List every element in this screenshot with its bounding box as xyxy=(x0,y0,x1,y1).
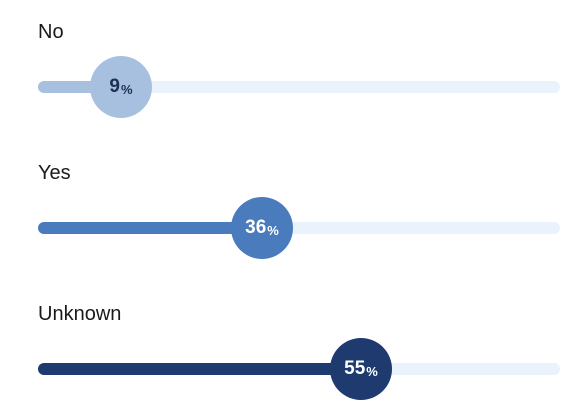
bar-track xyxy=(38,222,560,234)
value-label: 9 xyxy=(109,76,120,97)
category-label: Yes xyxy=(38,162,71,184)
bar-fill xyxy=(38,222,262,234)
value-unit: % xyxy=(121,81,133,97)
bar-fill xyxy=(38,363,361,375)
category-label: No xyxy=(38,21,64,43)
bar-row-no: No 9% xyxy=(0,10,562,120)
value-unit: % xyxy=(267,222,279,238)
value-badge: 55% xyxy=(330,338,392,400)
value-unit: % xyxy=(366,363,378,379)
value-label: 36 xyxy=(245,217,267,238)
value-badge: 36% xyxy=(231,197,293,259)
bar-track xyxy=(38,363,560,375)
category-label: Unknown xyxy=(38,303,122,325)
bar-row-unknown: Unknown 55% xyxy=(0,292,562,402)
bar-row-yes: Yes 36% xyxy=(0,151,562,261)
value-label: 55 xyxy=(344,358,366,379)
value-badge: 9% xyxy=(90,56,152,118)
